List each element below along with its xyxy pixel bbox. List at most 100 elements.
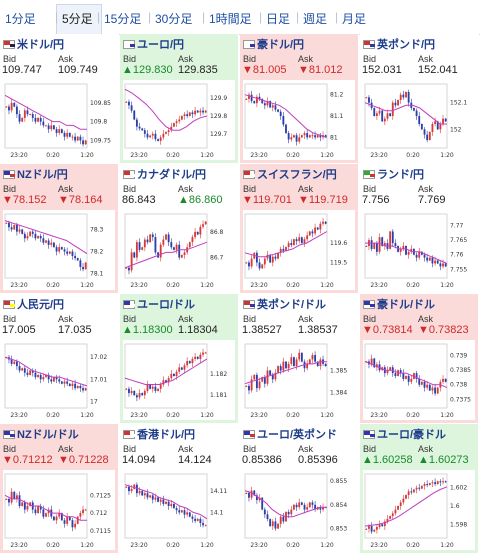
rate-card[interactable]: 豪ドル/円 Bid Ask ▼81.005 ▼81.012 81.2 81.1 81 23:20… <box>240 34 359 164</box>
flag-stripe <box>10 173 15 177</box>
candlestick-chart[interactable]: 0.7125 0.712 0.7115 23:20 0:20 1:20 <box>3 470 115 550</box>
candle <box>405 92 407 98</box>
x-tick-label: 23:20 <box>10 152 27 159</box>
rate-card[interactable]: 豪ドル/ドル Bid Ask ▼0.73814 ▼0.73823 0.739 0.7385 0… <box>360 294 479 424</box>
candle <box>311 231 314 234</box>
y-tick-label: 0.7385 <box>450 367 471 374</box>
candle <box>125 101 128 103</box>
candle <box>300 502 303 505</box>
candlestick-chart[interactable]: 81.2 81.1 81 23:20 0:20 1:20 <box>243 80 355 160</box>
candle <box>439 124 442 130</box>
pair-name-link[interactable]: 香港ドル/円 <box>137 429 196 441</box>
candle <box>151 495 154 500</box>
pair-name-link[interactable]: 米ドル/円 <box>17 39 65 51</box>
candle <box>183 365 186 370</box>
pair-name-link[interactable]: 人民元/円 <box>17 299 65 311</box>
pair-name-link[interactable]: 英ポンド/円 <box>377 39 436 51</box>
candle <box>285 361 287 369</box>
x-tick-label: 1:20 <box>80 152 94 159</box>
candle <box>439 481 442 483</box>
rate-card[interactable]: スイスフラン/円 Bid Ask ▼119.701 ▼119.719 119.6 119.5… <box>240 164 359 294</box>
candle <box>162 239 165 245</box>
pair-name-link[interactable]: 豪ドル/ドル <box>377 299 436 311</box>
tab-0[interactable]: 1分足 <box>5 12 36 26</box>
rate-card[interactable]: 英ポンド/ドル Bid Ask 1.38527 1.38537 1.385 1.384 23:… <box>240 294 359 424</box>
tab-3[interactable]: 30分足 <box>155 12 193 26</box>
candle <box>263 509 266 515</box>
candlestick-chart[interactable]: 0.855 0.854 0.853 23:20 0:20 1:20 <box>243 470 355 550</box>
candle <box>183 114 186 116</box>
x-tick-label: 1:20 <box>320 542 334 549</box>
candle <box>277 109 279 112</box>
tab-7[interactable]: 月足 <box>342 12 367 26</box>
rate-card-header: 英ポンド/円 <box>363 37 435 51</box>
candlestick-chart[interactable]: 14.11 14.1 23:20 0:20 1:20 <box>123 470 235 550</box>
candle <box>154 497 157 500</box>
plot-frame <box>124 213 208 279</box>
rate-card[interactable]: NZドル/円 Bid Ask ▼78.152 ▼78.164 78.3 78.2 78.1 23… <box>0 164 119 294</box>
candlestick-chart[interactable]: 1.385 1.384 23:20 0:20 1:20 <box>243 340 355 420</box>
ask-value: ▼0.73823 <box>418 324 469 336</box>
pair-name-link[interactable]: ユーロ/円 <box>137 39 185 51</box>
candle <box>248 492 250 498</box>
candlestick-chart[interactable]: 129.9 129.8 129.7 23:20 0:20 1:20 <box>123 80 235 160</box>
candlestick-chart[interactable]: 86.8 86.7 23:20 0:20 1:20 <box>123 210 235 290</box>
candle <box>375 364 378 368</box>
candle <box>165 234 167 240</box>
rate-card[interactable]: 香港ドル/円 Bid Ask 14.094 14.124 14.11 14.1 23:20 0:… <box>120 424 239 554</box>
rate-card[interactable]: カナダドル/円 Bid Ask 86.843 ▲86.860 86.8 86.7 23:20 0… <box>120 164 239 294</box>
pair-name-link[interactable]: ユーロ/豪ドル <box>377 429 447 441</box>
bid-label: Bid <box>3 314 17 324</box>
pair-name-link[interactable]: ランド/円 <box>377 169 425 181</box>
candle <box>439 263 442 267</box>
tab-6[interactable]: 週足 <box>303 12 328 26</box>
candlestick-chart[interactable]: 0.739 0.7385 0.738 0.7375 23:20 0:20 1:20 <box>363 340 475 420</box>
pair-name-link[interactable]: 豪ドル/円 <box>257 39 305 51</box>
candle <box>253 374 256 380</box>
x-tick-label: 23:20 <box>370 542 387 549</box>
candlestick-chart[interactable]: 119.6 119.5 23:20 0:20 1:20 <box>243 210 355 290</box>
candle <box>271 374 274 380</box>
candle <box>60 247 63 250</box>
pair-name-link[interactable]: NZドル/ドル <box>17 429 79 441</box>
rate-card[interactable]: ランド/円 Bid Ask 7.756 7.769 7.77 7.765 7.76 7.755 2… <box>360 164 479 294</box>
pair-name-link[interactable]: 英ポンド/ドル <box>257 299 327 311</box>
rate-card[interactable]: ユーロ/ドル Bid Ask ▲1.18300 1.18304 1.182 1.181 23:… <box>120 294 239 424</box>
rate-card[interactable]: ユーロ/豪ドル Bid Ask ▲1.60258 ▲1.60273 1.602 1.6 1.5… <box>360 424 479 554</box>
rate-card[interactable]: ユーロ/円 Bid Ask ▲129.830 129.835 129.9 129.8 129.… <box>120 34 239 164</box>
pair-name-link[interactable]: ユーロ/英ポンド <box>257 429 338 441</box>
candle <box>407 376 410 382</box>
rate-card[interactable]: 英ポンド/円 Bid Ask 152.031 152.041 152.1 152 23:20 0… <box>360 34 479 164</box>
candlestick-chart[interactable]: 109.85 109.8 109.75 23:20 0:20 1:20 <box>3 80 115 160</box>
candlestick-chart[interactable]: 17.02 17.01 17 23:20 0:20 1:20 <box>3 340 115 420</box>
rate-card[interactable]: 人民元/円 Bid Ask 17.005 17.035 17.02 17.01 17 23:20… <box>0 294 119 424</box>
candlestick-chart[interactable]: 1.182 1.181 23:20 0:20 1:20 <box>123 340 235 420</box>
candle <box>45 374 47 378</box>
tab-5[interactable]: 日足 <box>266 12 291 26</box>
x-tick-label: 1:20 <box>80 282 94 289</box>
pair-name-link[interactable]: NZドル/円 <box>17 169 68 181</box>
rate-card[interactable]: 米ドル/円 Bid Ask 109.747 109.749 109.85 109.8 109.… <box>0 34 119 164</box>
candlestick-chart[interactable]: 7.77 7.765 7.76 7.755 23:20 0:20 1:20 <box>363 210 475 290</box>
pair-name-link[interactable]: ユーロ/ドル <box>137 299 196 311</box>
candle <box>271 256 274 263</box>
tab-4[interactable]: 1時間足 <box>209 12 252 26</box>
candle <box>258 262 261 269</box>
candle <box>175 244 178 250</box>
y-tick-label: 0.7115 <box>90 528 111 535</box>
candlestick-chart[interactable]: 1.602 1.6 1.598 23:20 0:20 1:20 <box>363 470 475 550</box>
tab-1[interactable]: 5分足 <box>62 12 93 26</box>
moving-average-line <box>4 494 87 521</box>
rate-card[interactable]: NZドル/ドル Bid Ask ▼0.71212 ▼0.71228 0.7125 0.712… <box>0 424 119 554</box>
candle <box>316 361 319 367</box>
rate-card[interactable]: ユーロ/英ポンド Bid Ask 0.85386 0.85396 0.855 0.854 0.… <box>240 424 359 554</box>
candle <box>324 135 327 138</box>
candle <box>311 135 314 137</box>
candlestick-chart[interactable]: 152.1 152 23:20 0:20 1:20 <box>363 80 475 160</box>
candle <box>314 355 317 362</box>
pair-name-link[interactable]: カナダドル/円 <box>137 169 207 181</box>
candlestick-chart[interactable]: 78.3 78.2 78.1 23:20 0:20 1:20 <box>3 210 115 290</box>
pair-name-link[interactable]: スイスフラン/円 <box>257 169 337 181</box>
candle <box>31 231 34 234</box>
tab-2[interactable]: 15分足 <box>104 12 142 26</box>
